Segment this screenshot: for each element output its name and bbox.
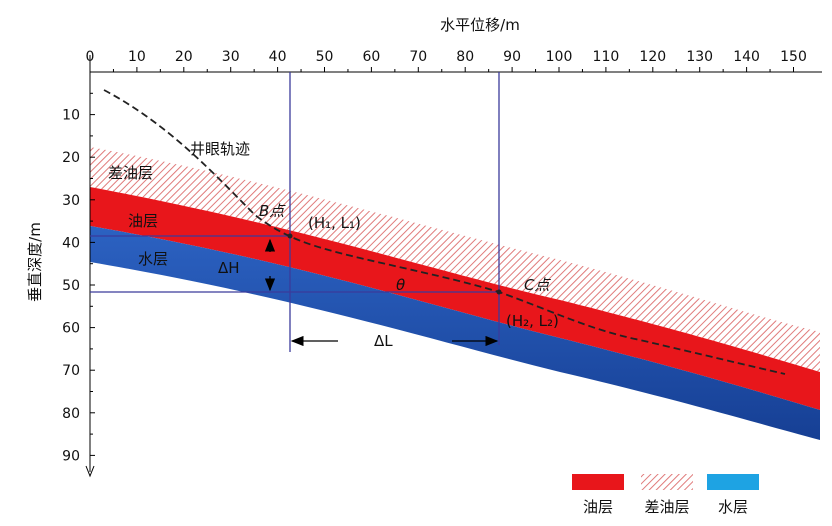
- legend-water-label: 水层: [718, 498, 748, 516]
- y-axis-title: 垂直深度/m: [26, 222, 44, 302]
- well-trajectory-curve: [103, 89, 786, 375]
- y-tick-label: 40: [62, 235, 80, 251]
- legend-poor-oil-swatch: [641, 474, 693, 490]
- poor-oil-layer-band: [90, 147, 820, 372]
- y-tick-label: 70: [62, 363, 80, 379]
- y-tick-label: 50: [62, 278, 80, 294]
- x-tick-label: 140: [733, 49, 760, 65]
- y-axis-ticks: 10 20 30 40 50 60 70 80 90: [62, 92, 95, 464]
- x-tick-label: 150: [780, 49, 807, 65]
- y-tick-label: 80: [62, 406, 80, 422]
- y-tick-label: 10: [62, 108, 80, 124]
- oil-layer-band: [90, 187, 820, 410]
- x-tick-label: 60: [362, 49, 380, 65]
- x-axis-title: 水平位移/m: [440, 16, 520, 34]
- x-axis-ticks: 0 10 20 30 40 50 60 70 80 90 100 110 120 130 140 150: [86, 49, 807, 72]
- point-b-marker: [287, 233, 293, 239]
- x-tick-label: 80: [456, 49, 474, 65]
- legend-oil-label: 油层: [583, 498, 613, 516]
- theta-label: θ: [396, 276, 405, 294]
- legend-poor-oil-label: 差油层: [644, 498, 689, 516]
- x-tick-label: 0: [86, 49, 95, 65]
- point-c-marker: [496, 289, 502, 295]
- poor-oil-layer-label: 差油层: [108, 164, 153, 182]
- point-b-label: B点: [259, 202, 286, 220]
- delta-h-label: ΔH: [218, 259, 240, 277]
- x-tick-label: 10: [128, 49, 146, 65]
- x-tick-label: 110: [593, 49, 620, 65]
- point-c-label: C点: [524, 276, 551, 294]
- y-tick-label: 30: [62, 193, 80, 209]
- trajectory-label: 井眼轨迹: [190, 140, 250, 158]
- y-tick-label: 60: [62, 321, 80, 337]
- x-tick-label: 90: [503, 49, 521, 65]
- point-b-coord-label: (H₁, L₁): [308, 214, 361, 232]
- x-tick-label: 100: [546, 49, 573, 65]
- y-tick-label: 90: [62, 448, 80, 464]
- x-tick-label: 20: [175, 49, 193, 65]
- x-tick-label: 70: [409, 49, 427, 65]
- delta-l-label: ΔL: [374, 332, 393, 350]
- x-tick-label: 120: [639, 49, 666, 65]
- point-c-coord-label: (H₂, L₂): [506, 312, 559, 330]
- y-axis-arrow: [85, 465, 95, 478]
- oil-layer-label: 油层: [128, 212, 158, 230]
- y-tick-label: 20: [62, 150, 80, 166]
- x-tick-label: 50: [316, 49, 334, 65]
- legend-water-swatch: [707, 474, 759, 490]
- x-tick-label: 30: [222, 49, 240, 65]
- legend-oil-swatch: [572, 474, 624, 490]
- x-tick-label: 40: [269, 49, 287, 65]
- water-layer-label: 水层: [138, 250, 168, 268]
- x-tick-label: 130: [686, 49, 713, 65]
